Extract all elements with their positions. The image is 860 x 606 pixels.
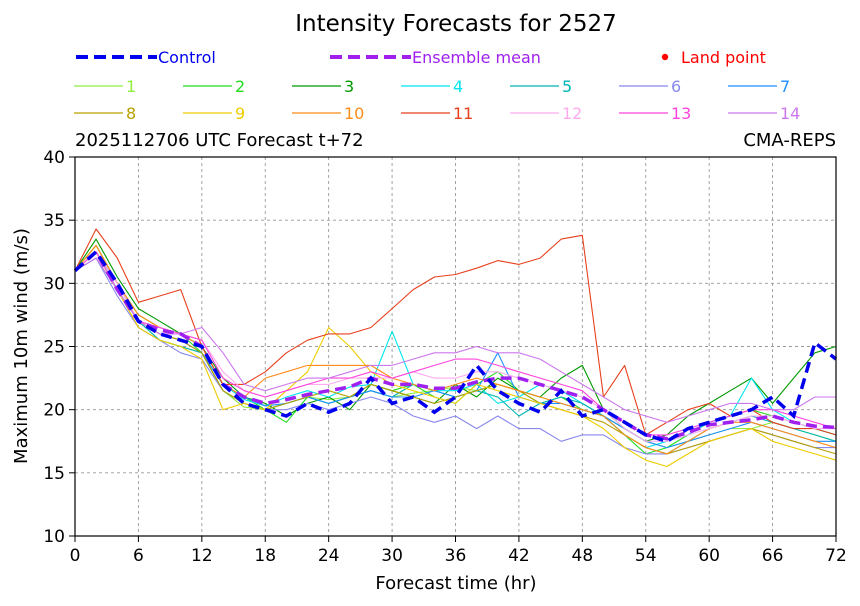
legend-member-label-1: 1 [126,77,136,96]
x-tick-label: 12 [191,546,213,566]
legend-control-label: Control [158,48,216,67]
y-axis-ticks: 10 15 20 25 30 35 40 [43,148,75,547]
legend-members: 1 2 3 4 5 6 78 9 10 11 12 13 14 [74,77,800,123]
x-axis-ticks: 0 6 12 18 24 30 36 42 48 54 60 66 72 [70,536,847,566]
member-series [74,228,837,468]
legend-land-label: Land point [681,48,766,67]
legend-member-label-5: 5 [562,77,572,96]
x-tick-label: 42 [508,546,530,566]
legend-member-label-13: 13 [671,104,691,123]
model-name: CMA-REPS [743,130,836,151]
x-tick-label: 60 [698,546,720,566]
x-tick-label: 24 [318,546,340,566]
forecast-info: 2025112706 UTC Forecast t+72 [75,130,364,151]
legend-land-marker [661,53,669,61]
legend-member-label-10: 10 [344,104,364,123]
x-tick-label: 66 [762,546,784,566]
legend-member-label-4: 4 [453,77,463,96]
x-tick-label: 0 [70,546,81,566]
legend-member-label-9: 9 [235,104,245,123]
grid [75,157,836,536]
x-tick-label: 18 [254,546,276,566]
x-tick-label: 72 [825,546,847,566]
x-tick-label: 30 [381,546,403,566]
y-tick-label: 20 [43,401,65,421]
x-tick-label: 48 [572,546,594,566]
x-axis-label: Forecast time (hr) [375,573,536,594]
y-tick-label: 35 [43,211,65,231]
legend-mean-label: Ensemble mean [412,48,541,67]
legend-member-label-8: 8 [126,104,136,123]
legend-member-label-3: 3 [344,77,354,96]
y-tick-label: 40 [43,148,65,168]
chart-title: Intensity Forecasts for 2527 [295,11,617,37]
main-series [73,249,838,444]
y-tick-label: 10 [43,527,65,547]
y-tick-label: 25 [43,338,65,358]
legend-member-label-14: 14 [780,104,800,123]
legend-member-label-2: 2 [235,77,245,96]
legend-member-label-11: 11 [453,104,473,123]
member-line-14 [74,257,836,423]
legend-member-label-6: 6 [671,77,681,96]
y-tick-label: 30 [43,274,65,294]
legend-member-label-12: 12 [562,104,582,123]
control-line [73,249,838,444]
legend-member-label-7: 7 [780,77,790,96]
member-line-9 [74,251,837,468]
x-tick-label: 54 [635,546,657,566]
y-axis-label: Maximum 10m wind (m/s) [11,228,32,464]
y-tick-label: 15 [43,464,65,484]
x-tick-label: 36 [445,546,467,566]
x-tick-label: 6 [133,546,144,566]
